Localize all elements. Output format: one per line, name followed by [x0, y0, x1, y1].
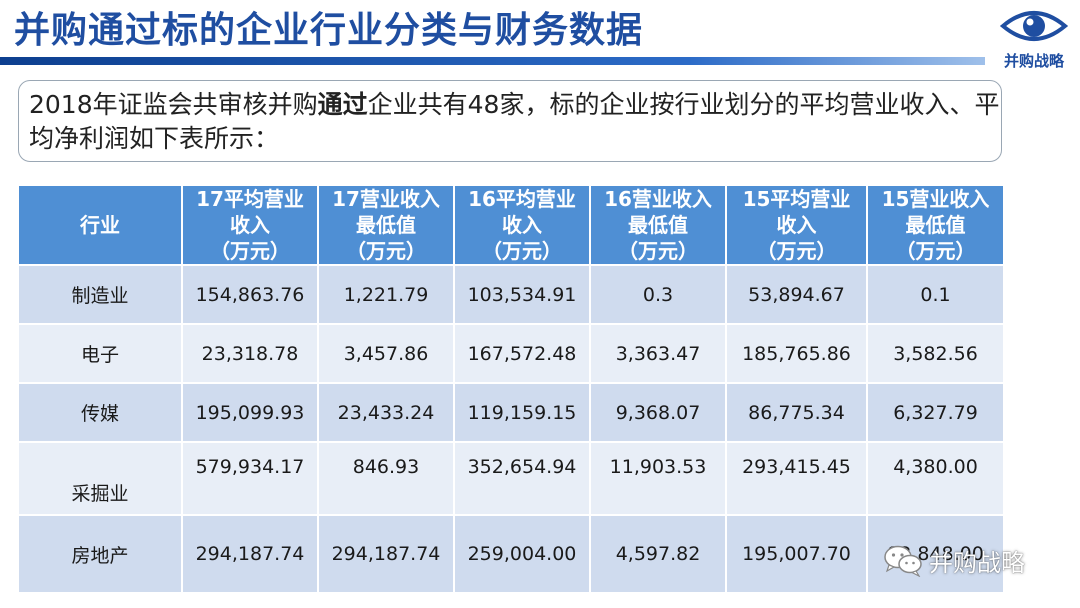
- table-cell: 83,848.00: [866, 514, 1005, 594]
- table-cell: 352,654.94: [453, 441, 591, 516]
- page-title: 并购通过标的企业行业分类与财务数据: [14, 10, 644, 51]
- industry-finance-table: 行业 17平均营业 收入 （万元） 17营业收入 最低值 （万元） 16平均营业 收入 （万…: [17, 184, 1005, 594]
- industry-cell: 电子: [17, 323, 183, 384]
- table-cell: 9,368.07: [589, 382, 727, 443]
- table-cell: 3,582.56: [866, 323, 1005, 384]
- table-cell: 293,415.45: [725, 441, 868, 516]
- table-cell: 185,765.86: [725, 323, 868, 384]
- intro-text-suffix: 企业共有48家，标的企业按行业划分的平均营业收入、平均净利润如下表所示：: [29, 90, 1000, 153]
- wechat-watermark: 并购战略: [883, 540, 1073, 580]
- header-industry: 行业: [17, 184, 183, 266]
- table-cell: 4,380.00: [866, 441, 1005, 516]
- table-cell: 195,007.70: [725, 514, 868, 594]
- header-17-min-revenue: 17营业收入 最低值 （万元）: [317, 184, 455, 266]
- table-cell: 3,363.47: [589, 323, 727, 384]
- table-cell: 23,318.78: [181, 323, 319, 384]
- table-cell: 846.93: [317, 441, 455, 516]
- industry-cell: 采掘业: [17, 441, 183, 516]
- table-cell: 195,099.93: [181, 382, 319, 443]
- header-16-min-revenue: 16营业收入 最低值 （万元）: [589, 184, 727, 266]
- table-cell: 6,327.79: [866, 382, 1005, 443]
- table-cell: 86,775.34: [725, 382, 868, 443]
- watermark-text: 并购战略: [929, 548, 1025, 577]
- table-cell: 154,863.76: [181, 264, 319, 325]
- table-cell: 579,934.17: [181, 441, 319, 516]
- brand-logo: 并购战略: [994, 4, 1074, 74]
- table-cell: 103,534.91: [453, 264, 591, 325]
- table-cell: 3,457.86: [317, 323, 455, 384]
- title-underline: [0, 57, 985, 65]
- table-row: 传媒 195,099.93 23,433.24 119,159.15 9,368…: [17, 382, 1005, 443]
- industry-cell: 传媒: [17, 382, 183, 443]
- intro-text-bold: 通过: [317, 90, 368, 119]
- logo-text: 并购战略: [1003, 52, 1064, 70]
- table-cell: 53,894.67: [725, 264, 868, 325]
- table-row: 采掘业 579,934.17 846.93 352,654.94 11,903.…: [17, 441, 1005, 516]
- table-cell: 11,903.53: [589, 441, 727, 516]
- wechat-icon: [884, 545, 922, 577]
- table-cell: 119,159.15: [453, 382, 591, 443]
- table-cell: 4,597.82: [589, 514, 727, 594]
- eye-icon: [1000, 11, 1068, 41]
- header-15-avg-revenue: 15平均营业 收入 （万元）: [725, 184, 868, 266]
- table-header-row: 行业 17平均营业 收入 （万元） 17营业收入 最低值 （万元） 16平均营业 收入 （万…: [17, 184, 1005, 266]
- industry-cell: 房地产: [17, 514, 183, 594]
- table-cell: 0.1: [866, 264, 1005, 325]
- table-cell: 0.3: [589, 264, 727, 325]
- table-row: 房地产 294,187.74 294,187.74 259,004.00 4,5…: [17, 514, 1005, 594]
- table-row: 电子 23,318.78 3,457.86 167,572.48 3,363.4…: [17, 323, 1005, 384]
- table-cell: 167,572.48: [453, 323, 591, 384]
- header-15-min-revenue: 15营业收入 最低值 （万元）: [866, 184, 1005, 266]
- header-17-avg-revenue: 17平均营业 收入 （万元）: [181, 184, 319, 266]
- industry-cell: 制造业: [17, 264, 183, 325]
- table-cell: 23,433.24: [317, 382, 455, 443]
- intro-box: 2018年证监会共审核并购通过企业共有48家，标的企业按行业划分的平均营业收入、…: [18, 80, 1002, 162]
- table-cell: 259,004.00: [453, 514, 591, 594]
- table-row: 制造业 154,863.76 1,221.79 103,534.91 0.3 5…: [17, 264, 1005, 325]
- header-16-avg-revenue: 16平均营业 收入 （万元）: [453, 184, 591, 266]
- table-cell: 1,221.79: [317, 264, 455, 325]
- table-cell: 294,187.74: [317, 514, 455, 594]
- table-cell: 294,187.74: [181, 514, 319, 594]
- intro-text-prefix: 2018年证监会共审核并购: [29, 90, 318, 119]
